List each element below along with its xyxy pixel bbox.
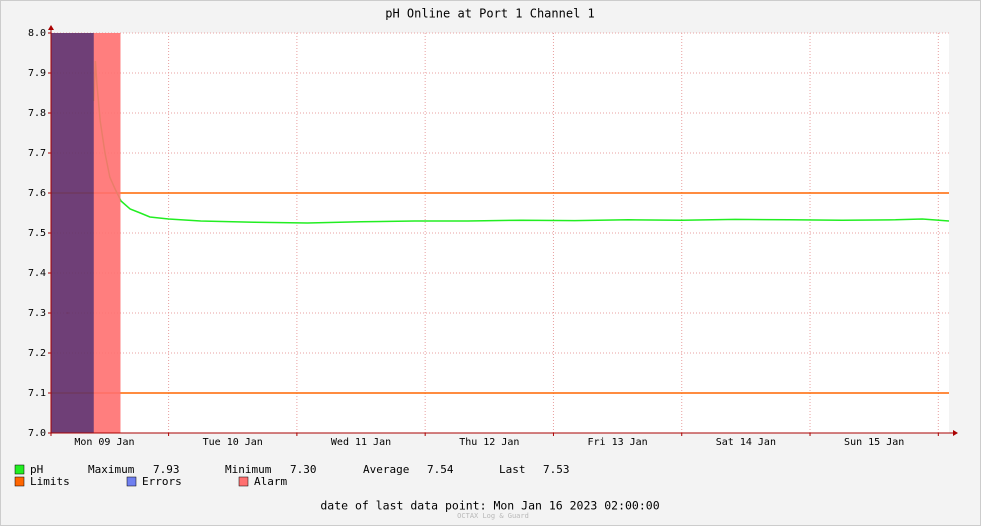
x-tick-label: Sun 15 Jan <box>844 437 904 448</box>
y-tick-label: 7.8 <box>28 108 46 119</box>
y-tick-label: 7.9 <box>28 68 46 79</box>
x-tick-label: Sat 14 Jan <box>716 437 776 448</box>
axes: 7.0 7.1 7.2 7.3 7.4 7.5 7.6 7.7 7.8 7.9 8.0 Mon 09 … <box>28 28 939 448</box>
stat-value: 7.93 <box>153 463 180 476</box>
x-tick-label: Mon 09 Jan <box>74 437 134 448</box>
watermark: OCTAX Log & Guard <box>457 512 529 520</box>
stat-name: Last <box>499 463 526 476</box>
stat-value: 7.53 <box>543 463 570 476</box>
legend-label: pH <box>30 463 43 476</box>
x-tick-label: Tue 10 Jan <box>203 437 263 448</box>
y-tick-label: 7.5 <box>28 228 46 239</box>
y-tick-label: 7.3 <box>28 308 46 319</box>
y-tick-label: 8.0 <box>28 28 46 39</box>
stat-value: 7.54 <box>427 463 454 476</box>
legend-label: Errors <box>142 475 182 488</box>
stat-name: Maximum <box>88 463 135 476</box>
x-tick-label: Wed 11 Jan <box>331 437 391 448</box>
grid <box>51 32 949 434</box>
chart-title: pH Online at Port 1 Channel 1 <box>385 7 595 21</box>
footer: date of last data point: Mon Jan 16 2023… <box>320 499 659 513</box>
plot-area <box>51 33 949 433</box>
y-tick-label: 7.2 <box>28 348 46 359</box>
y-tick-label: 7.6 <box>28 188 46 199</box>
y-tick-label: 7.0 <box>28 428 46 439</box>
stat-value: 7.30 <box>290 463 317 476</box>
stat-name: Minimum <box>225 463 272 476</box>
x-tick-label: Thu 12 Jan <box>459 437 519 448</box>
x-tick-label: Fri 13 Jan <box>587 437 647 448</box>
errors-band <box>51 33 94 433</box>
y-tick-label: 7.4 <box>28 268 46 279</box>
stat-name: Average <box>363 463 409 476</box>
legend-swatch <box>14 476 25 487</box>
legend-swatch <box>238 476 249 487</box>
legend-swatch <box>14 464 25 475</box>
legend-label: Alarm <box>254 475 287 488</box>
legend-swatch <box>126 476 137 487</box>
legend-label: Limits <box>30 475 70 488</box>
x-arrow <box>953 430 958 436</box>
y-tick-label: 7.7 <box>28 148 46 159</box>
y-tick-label: 7.1 <box>28 388 46 399</box>
y-arrow <box>48 25 54 30</box>
